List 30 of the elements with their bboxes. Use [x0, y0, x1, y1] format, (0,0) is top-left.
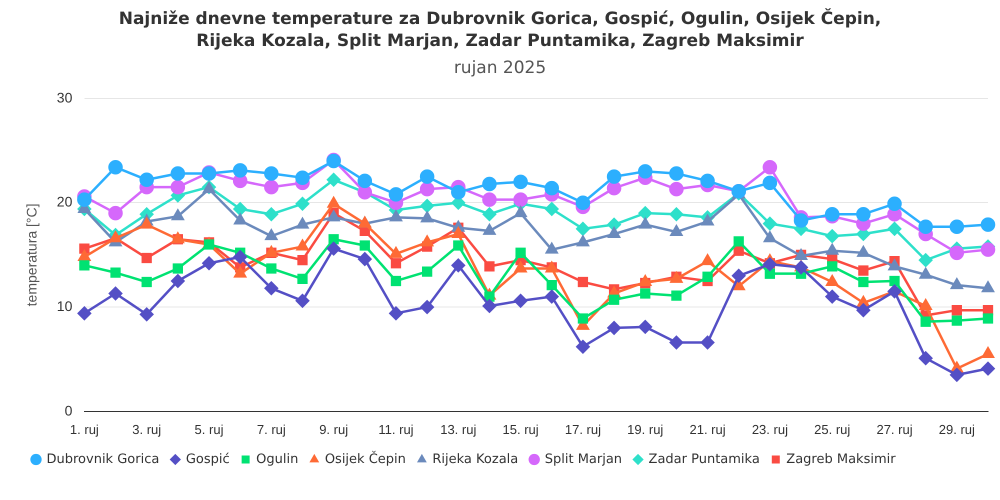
x-tick-label: 25. ruj: [814, 422, 850, 437]
y-tick-label: 30: [56, 89, 73, 106]
x-tick-label: 3. ruj: [132, 422, 162, 437]
legend-label: Zadar Puntamika: [648, 452, 760, 467]
y-tick-label: 0: [64, 402, 73, 418]
legend-label: Gospić: [186, 452, 230, 467]
x-tick-label: 7. ruj: [256, 422, 286, 437]
x-tick-label: 29. ruj: [938, 422, 976, 437]
x-tick-label: 1. ruj: [70, 422, 99, 437]
x-tick-label: 27. ruj: [876, 422, 913, 437]
x-tick-label: 11. ruj: [378, 422, 414, 437]
y-axis-title: temperatura [°C]: [23, 203, 40, 306]
x-tick-label: 21. ruj: [689, 422, 726, 437]
legend-label: Dubrovnik Gorica: [46, 452, 160, 467]
x-tick-label: 19. ruj: [627, 422, 664, 437]
legend-label: Zagreb Maksimir: [786, 452, 896, 467]
legend-label: Ogulin: [256, 452, 298, 467]
y-tick-label: 10: [56, 298, 73, 314]
y-tick-label: 20: [56, 194, 73, 210]
x-tick-label: 9. ruj: [319, 422, 348, 437]
x-tick-label: 23. ruj: [752, 422, 788, 437]
chart-title: Najniže dnevne temperature za Dubrovnik Gorica, Gospić, Ogulin, Osijek Čepin, Rijeka Kozala, Split Marjan, Zadar Puntamika, Zagreb Maksimir: [118, 8, 882, 52]
x-tick-label: 15. ruj: [502, 422, 539, 437]
x-tick-label: 17. ruj: [564, 422, 602, 437]
x-tick-label: 13. ruj: [440, 422, 476, 437]
legend-label: Split Marjan: [544, 452, 622, 467]
chart-subtitle: rujan 2025: [452, 58, 548, 78]
legend-label: Rijeka Kozala: [432, 452, 518, 467]
x-tick-label: 5. ruj: [194, 422, 224, 437]
legend-label: Osijek Čepin: [324, 450, 406, 467]
